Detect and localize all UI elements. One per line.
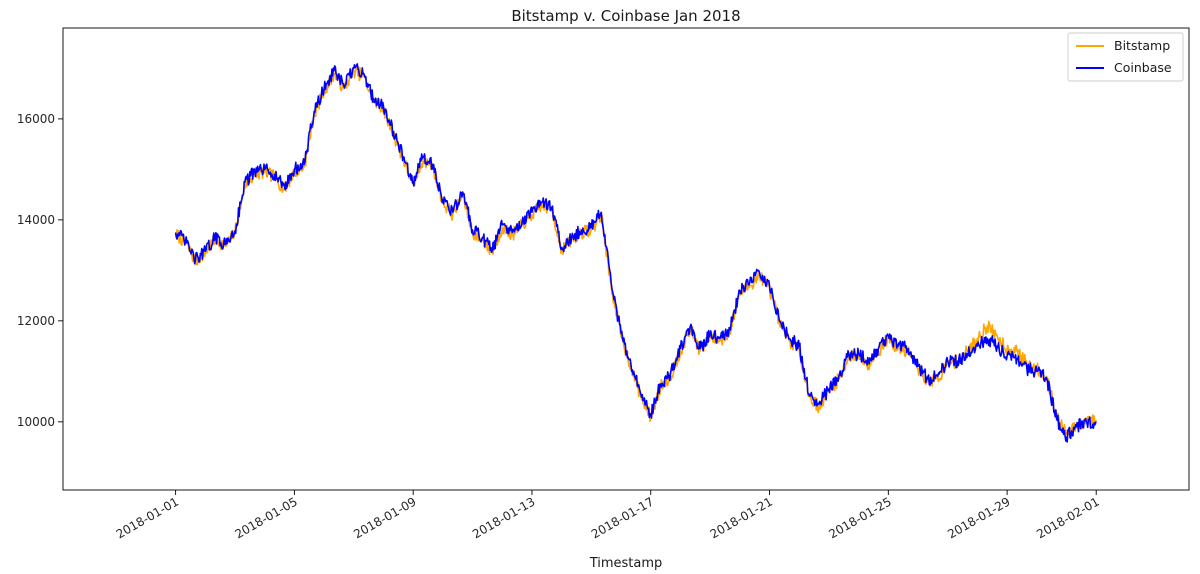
y-tick-label-12000: 12000 [17, 314, 55, 328]
y-tick-label-16000: 16000 [17, 112, 55, 126]
y-tick-label-10000: 10000 [17, 415, 55, 429]
series-line-coinbase [174, 63, 1097, 443]
legend-label-bitstamp: Bitstamp [1114, 38, 1170, 53]
y-axis: 10000 12000 14000 16000 [17, 112, 63, 429]
y-tick-label-14000: 14000 [17, 213, 55, 227]
x-axis-label: Timestamp [589, 556, 663, 571]
legend: Bitstamp Coinbase [1067, 32, 1184, 82]
series-layer [174, 63, 1097, 443]
plot-area [174, 63, 1097, 443]
chart-title: Bitstamp v. Coinbase Jan 2018 [511, 7, 740, 25]
legend-label-coinbase: Coinbase [1114, 60, 1172, 75]
plot-frame [62, 27, 1190, 491]
